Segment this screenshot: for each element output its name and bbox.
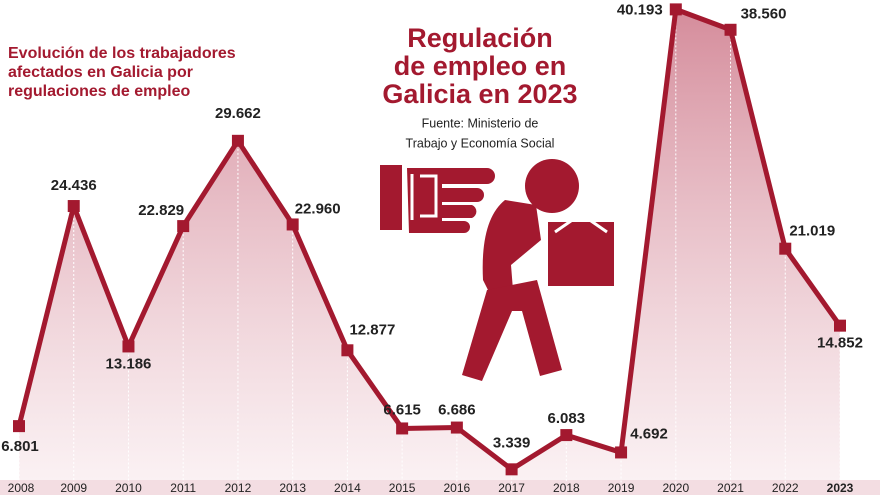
source-line: Fuente: Ministerio de [422,116,539,130]
x-tick-label: 2010 [115,481,142,495]
value-label: 14.852 [817,335,863,352]
subtitle-line: Evolución de los trabajadores [8,45,236,62]
box [548,222,614,286]
value-label: 4.692 [630,425,668,442]
point [669,3,682,16]
title-line: Galicia en 2023 [382,79,577,109]
x-tick-label: 2021 [717,481,744,495]
x-tick-label: 2018 [553,481,580,495]
value-label: 24.436 [51,177,97,194]
x-tick-label: 2020 [662,481,689,495]
source-line: Trabajo y Economía Social [406,136,555,150]
subtitle-line: afectados en Galicia por [8,64,193,81]
point [13,420,25,433]
x-tick-label: 2019 [608,481,635,495]
hand-detail [410,174,438,220]
line [16,6,843,472]
title: Regulación de empleo en Galicia en 2023 [382,23,577,109]
worker-body [482,200,541,300]
value-label: 29.662 [215,105,261,122]
point [505,463,518,476]
x-tick-label: 2014 [334,481,361,495]
point [779,242,792,255]
source: Fuente: Ministerio de Trabajo y Economía… [406,116,555,150]
x-tick-label: 2013 [279,481,306,495]
worker-head [525,159,579,213]
value-label: 6.615 [383,401,421,418]
value-label: 3.339 [493,434,531,451]
point [615,446,628,459]
point [67,200,80,213]
value-label: 12.877 [349,321,395,338]
value-label: 22.829 [138,202,184,219]
value-label: 6.801 [1,438,39,455]
title-line: Regulación [407,23,553,53]
area [19,9,840,481]
area-layer [18,9,841,483]
title-line: de empleo en [394,51,567,81]
x-tick-label: 2009 [60,481,87,495]
point [724,23,737,36]
worker-legs [462,280,562,381]
value-label: 38.560 [741,6,787,23]
value-label: 21.019 [789,223,835,240]
value-label: 6.083 [548,410,586,427]
x-tick-label: 2012 [225,481,252,495]
point [286,218,299,231]
x-tick-label: 2017 [498,481,525,495]
value-label: 40.193 [617,1,663,18]
x-tick-label: 2015 [389,481,416,495]
point [396,422,409,435]
point [341,344,354,357]
worker-icon [462,159,614,381]
value-label: 13.186 [106,355,152,372]
hand-icon [380,165,495,233]
x-tick-label: 2023 [827,481,854,495]
x-tick-label: 2008 [8,481,35,495]
box-detail [554,212,608,234]
subtitle-line: regulaciones de empleo [8,83,191,100]
value-label: 6.686 [438,402,476,419]
x-tick-label: 2016 [444,481,471,495]
value-label: 22.960 [295,200,341,217]
point [450,421,463,434]
point [122,340,135,353]
x-tick-label: 2022 [772,481,799,495]
subtitle: Evolución de los trabajadores afectados … [8,45,236,100]
year-band [0,480,880,495]
point [177,220,190,233]
point [231,134,244,147]
x-tick-label: 2011 [170,481,196,495]
point [560,429,573,442]
point [834,319,846,332]
